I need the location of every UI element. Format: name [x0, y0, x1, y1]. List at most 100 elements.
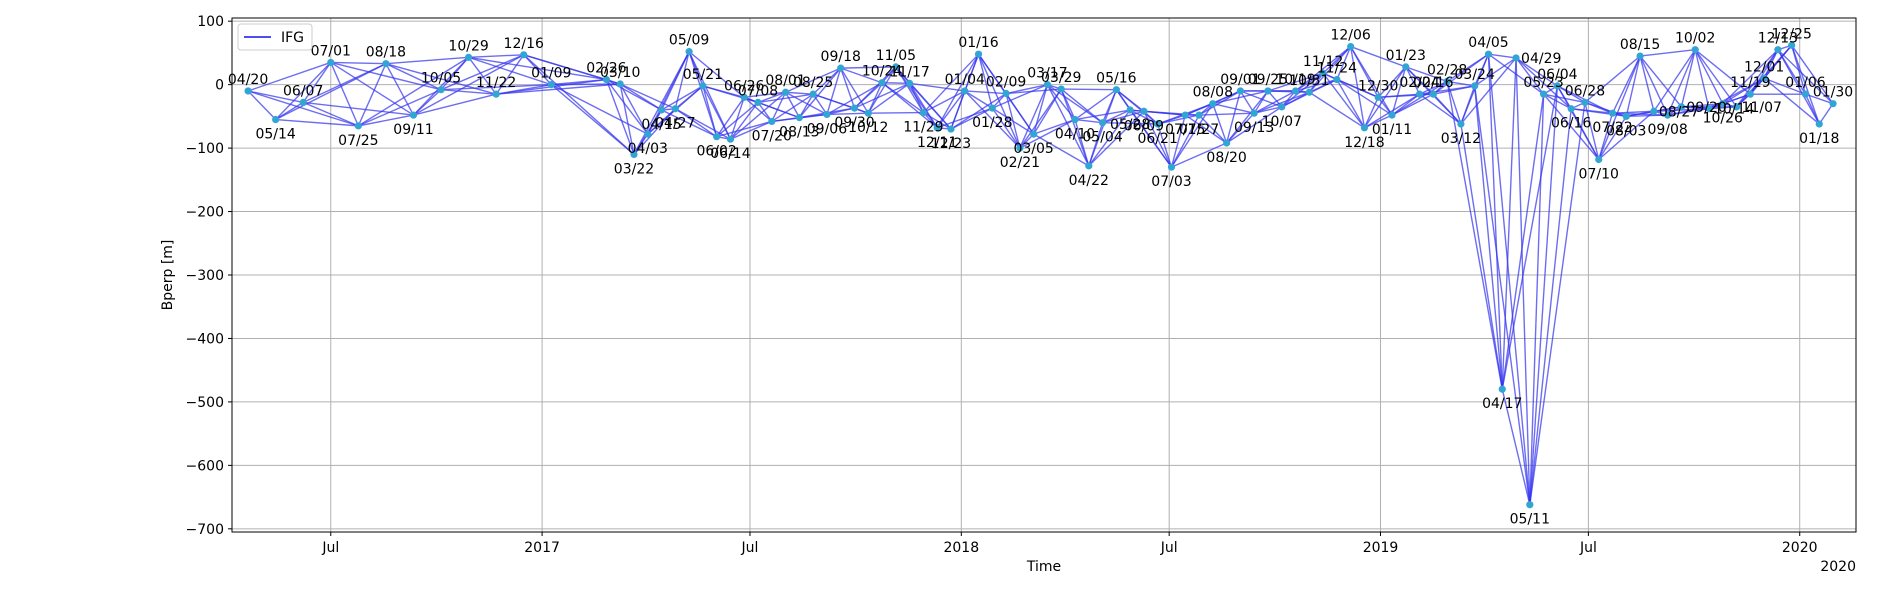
acquisition-date-label: 12/25: [1772, 26, 1812, 42]
acquisition-date-label: 07/27: [1179, 122, 1219, 138]
ifg-edge: [1446, 81, 1503, 390]
ifg-edge: [1598, 55, 1641, 160]
acquisition-date-label: 09/18: [821, 49, 861, 65]
ifg-edge: [826, 67, 842, 115]
acquisition-date-label: 11/22: [476, 75, 516, 91]
acquisition-date-label: 01/16: [958, 35, 998, 51]
acquisition-date-label: 10/24: [862, 64, 902, 80]
ifg-edge: [357, 56, 469, 127]
ifg-edge: [619, 83, 649, 135]
ifg-edge: [867, 66, 897, 114]
acquisition-node: [1567, 105, 1575, 113]
acquisition-node: [1388, 111, 1396, 119]
ifg-edge: [1308, 91, 1365, 129]
acquisition-node: [1540, 90, 1548, 98]
acquisition-date-label: 12/01: [1744, 59, 1784, 75]
acquisition-date-label: 01/09: [531, 66, 571, 82]
acquisition-node: [1360, 124, 1369, 132]
ifg-edge: [440, 54, 524, 91]
ifg-edge: [1763, 49, 1779, 79]
acquisition-node: [768, 117, 776, 126]
acquisition-node: [837, 64, 845, 72]
acquisition-date-label: 01/23: [1386, 48, 1426, 64]
acquisition-node: [1374, 93, 1382, 101]
ifg-edge: [1101, 89, 1118, 123]
acquisition-date-label: 02/09: [986, 75, 1026, 91]
ifg-edge: [1212, 103, 1228, 144]
ifg-edge: [868, 111, 924, 114]
ifg-edge: [964, 90, 1007, 95]
acquisition-date-label: 04/05: [1468, 35, 1508, 51]
legend-box: [237, 23, 313, 51]
acquisition-node: [616, 80, 624, 88]
ifg-edge: [1129, 109, 1159, 125]
ifg-edge: [1198, 90, 1241, 116]
ifg-edge: [1102, 122, 1158, 125]
acquisition-node: [1112, 86, 1120, 94]
acquisition-date-label: 02/21: [1000, 155, 1040, 171]
acquisition-node: [1719, 100, 1727, 108]
acquisition-node: [1140, 107, 1148, 115]
acquisition-node: [1732, 103, 1741, 111]
acquisition-date-label: 01/28: [972, 115, 1012, 131]
ifg-edge: [1102, 109, 1131, 124]
ifg-edge: [1322, 72, 1365, 129]
acquisition-node: [1553, 82, 1561, 90]
acquisition-node: [327, 58, 335, 67]
acquisition-date-label: 03/22: [614, 161, 654, 177]
interferogram-edges: [247, 44, 1834, 505]
acquisition-node: [382, 60, 390, 68]
ifg-edge: [1074, 89, 1117, 121]
ifg-edge: [495, 54, 525, 95]
acquisition-node: [1691, 46, 1699, 54]
acquisition-date-label: 06/26: [724, 78, 764, 94]
acquisition-date-label: 07/08: [738, 83, 778, 99]
ifg-edge: [812, 93, 828, 115]
acquisition-date-label: 04/03: [628, 141, 668, 157]
ifg-edge: [784, 91, 800, 118]
acquisition-node: [726, 135, 735, 143]
ifg-edge: [1446, 53, 1489, 83]
acquisition-node: [1595, 155, 1603, 164]
ifg-edge: [964, 90, 1021, 149]
acquisition-node: [1264, 87, 1272, 95]
acquisition-date-label: 04/17: [1482, 396, 1522, 412]
acquisition-date-label: 11/12: [1303, 54, 1343, 70]
ifg-edge: [1349, 46, 1366, 128]
acquisition-node: [823, 110, 831, 119]
acquisition-node: [409, 111, 418, 119]
acquisition-date-label: 03/05: [1013, 141, 1053, 157]
ifg-edge: [551, 78, 607, 86]
acquisition-date-label: 10/07: [1262, 114, 1302, 130]
acquisition-date-label: 10/26: [1703, 111, 1743, 127]
ifg-edge: [1791, 44, 1834, 105]
ifg-edge: [1543, 93, 1572, 110]
ifg-edge: [1377, 96, 1393, 116]
acquisition-date-label: 09/13: [1234, 120, 1274, 136]
acquisition-date-label: 05/09: [669, 33, 709, 49]
ifg-edge: [1694, 49, 1710, 109]
acquisition-node: [1291, 87, 1300, 95]
acquisition-date-label: 03/24: [1455, 67, 1495, 83]
ifg-edge: [950, 92, 1007, 130]
acquisition-node: [685, 48, 693, 56]
ifg-edge: [1763, 77, 1820, 125]
ifg-edge: [247, 90, 277, 121]
ifg-edge: [798, 93, 814, 118]
ifg-edge: [909, 82, 938, 129]
ifg-edge: [302, 63, 387, 104]
acquisition-date-label: 07/10: [1579, 167, 1619, 183]
acquisition-node: [1085, 162, 1093, 170]
ifg-edge: [440, 83, 552, 91]
ifg-edge: [1240, 90, 1282, 108]
ifg-edge: [1005, 83, 1048, 95]
y-axis-ticks: 100 0 −100 −200 −300 −400 −500 −600 −700: [186, 14, 232, 538]
legend-label: IFG: [281, 30, 304, 46]
ifg-edge: [1501, 85, 1559, 390]
ifg-edge: [1653, 49, 1696, 112]
date-labels: 04/20 05/14 06/07 07/01 07/25 08/18 09/11 10/05…: [228, 26, 1853, 527]
acquisition-date-label: 10/29: [448, 38, 488, 54]
acquisition-node: [437, 86, 445, 94]
acquisition-date-label: 06/21: [1138, 131, 1178, 147]
acquisition-node: [1622, 112, 1630, 120]
